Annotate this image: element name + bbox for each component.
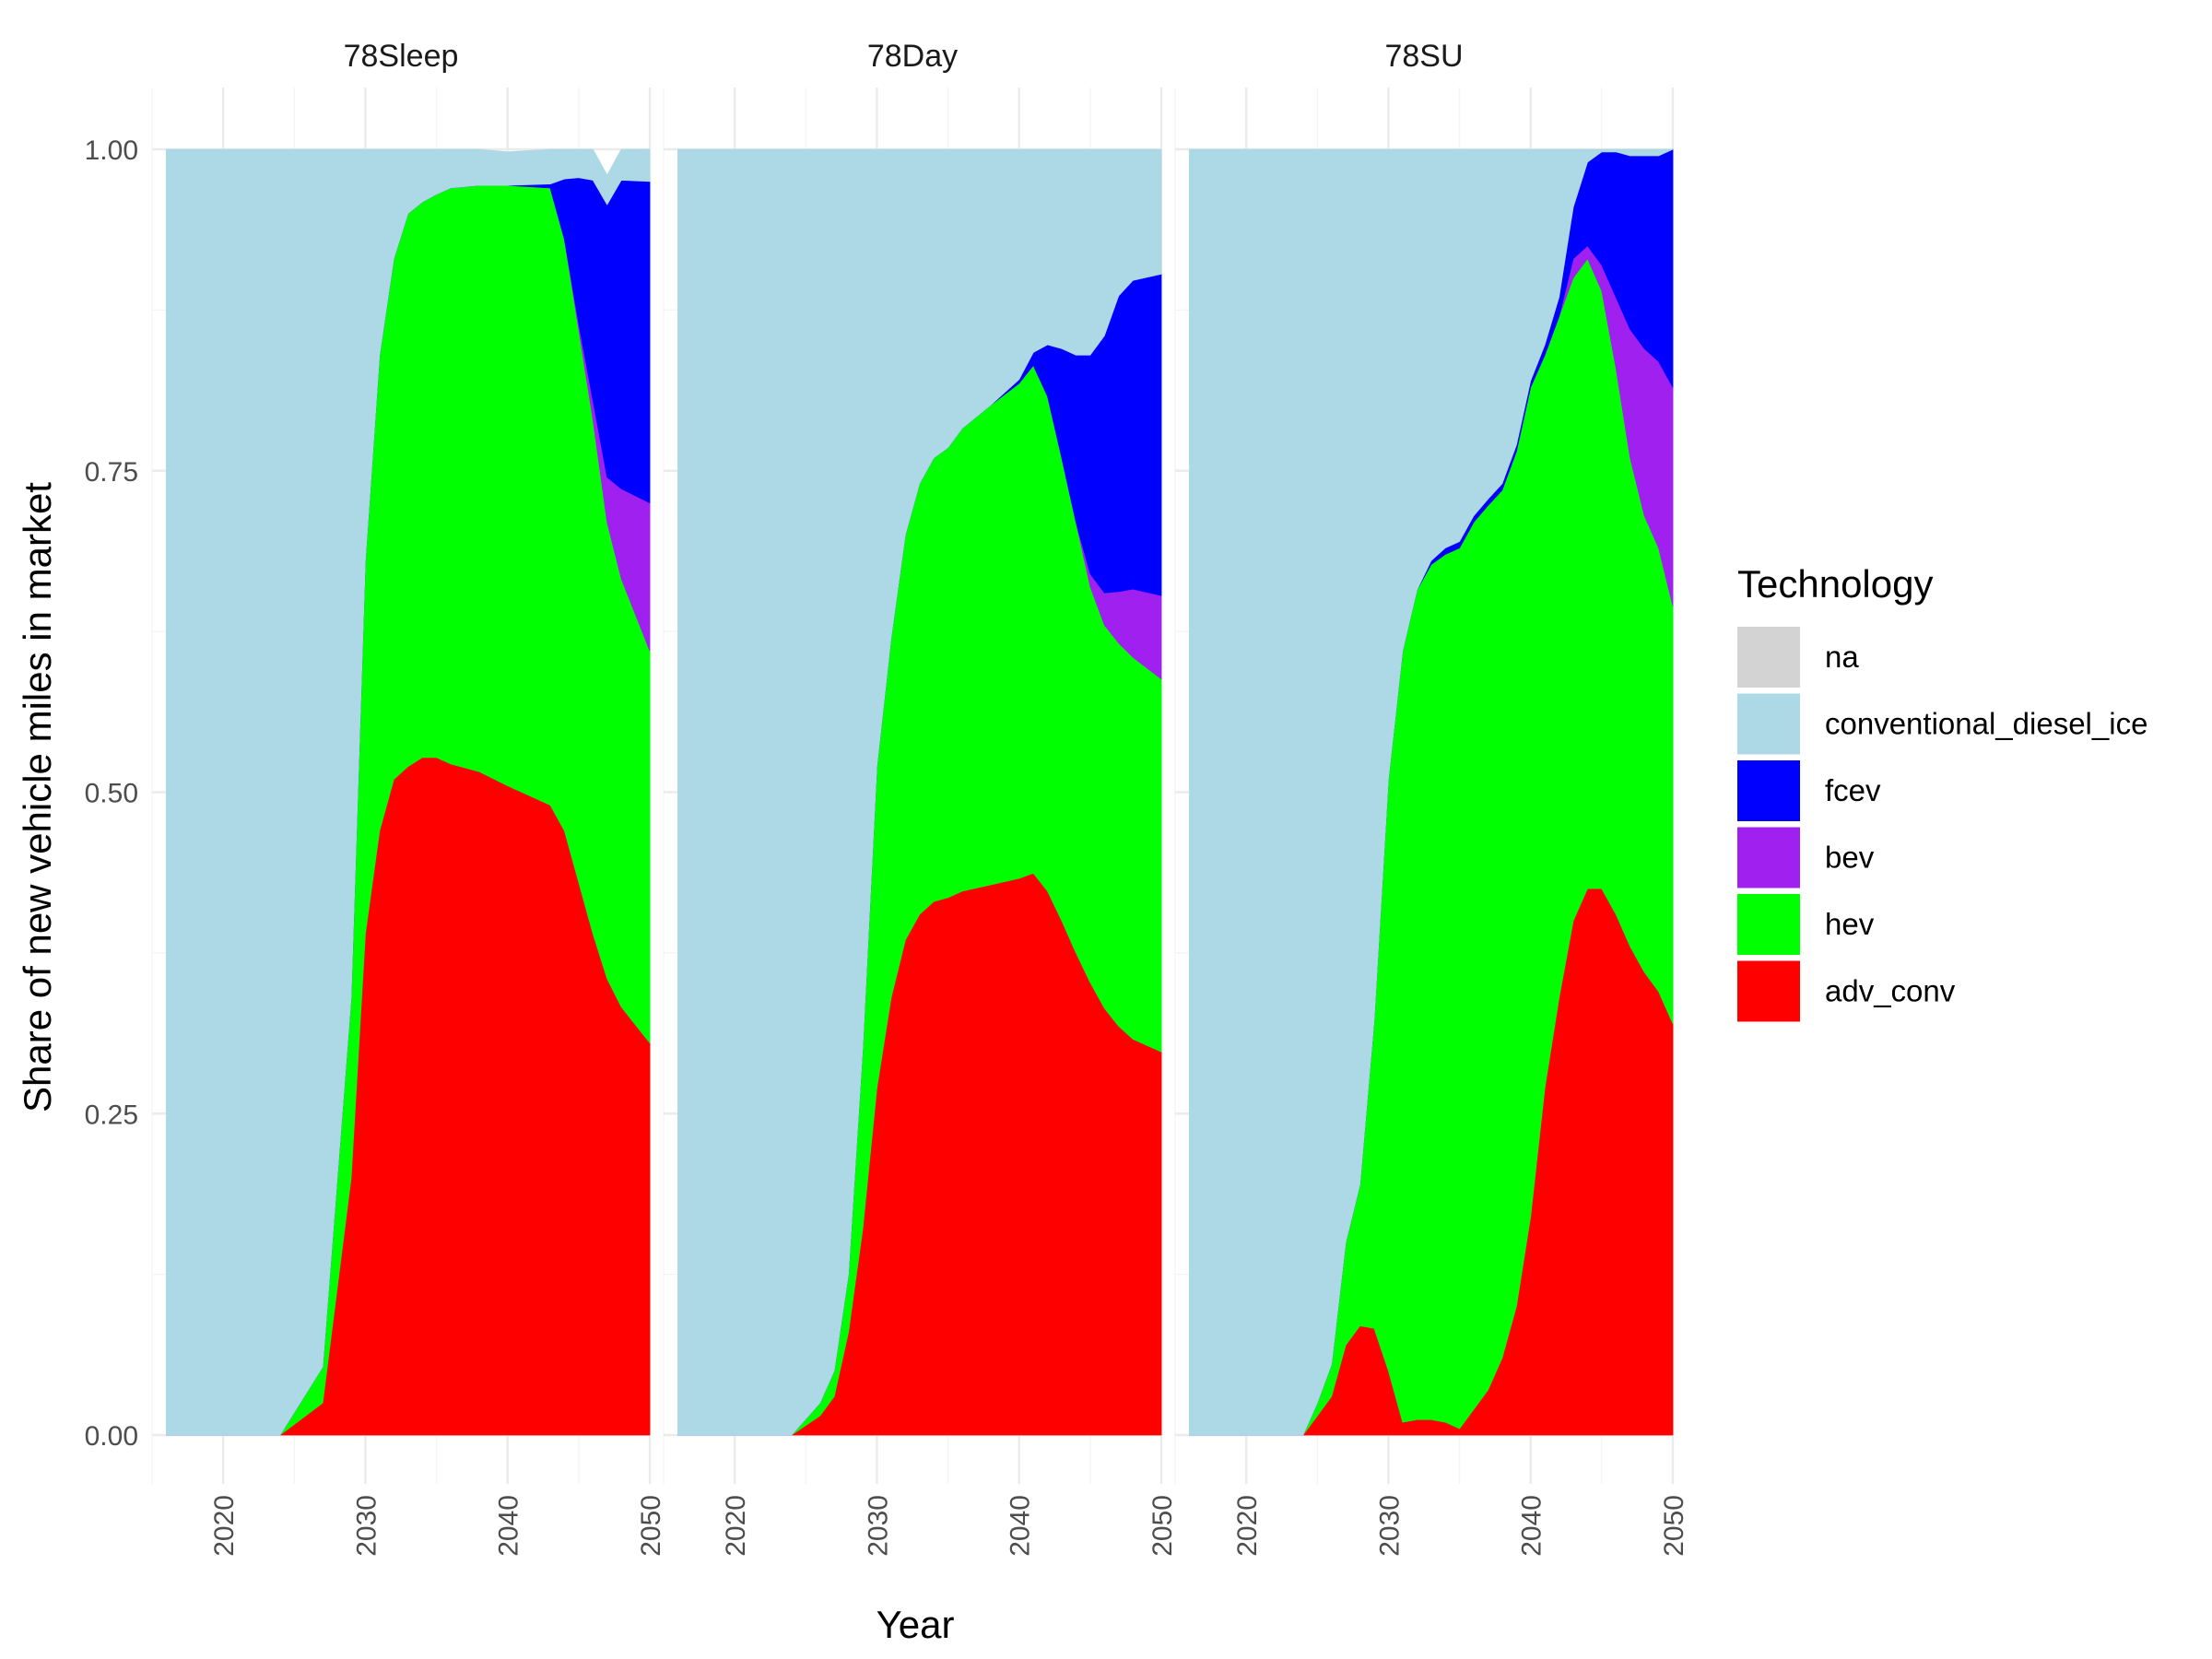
legend-key-fcev	[1737, 760, 1800, 821]
legend-item-fcev: fcev	[1737, 760, 1881, 821]
x-tick-label: 2040	[1006, 1495, 1036, 1557]
strip-label-78Day: 78Day	[867, 39, 958, 74]
legend-label-fcev: fcev	[1825, 773, 1881, 807]
legend-label-adv_conv: adv_conv	[1825, 974, 1956, 1008]
x-tick-label: 2040	[494, 1495, 524, 1557]
legend-label-na: na	[1825, 640, 1859, 674]
area-conventional_diesel_ice	[677, 148, 1162, 1436]
legend-key-adv_conv	[1737, 960, 1800, 1022]
legend-item-hev: hev	[1737, 894, 1875, 955]
legend-label-hev: hev	[1825, 907, 1875, 941]
legend-label-bev: bev	[1825, 841, 1875, 875]
x-tick-label: 2050	[1147, 1495, 1178, 1557]
panel-78Day: 78Day 2020 2030 2040 2050	[663, 39, 1178, 1557]
x-tick-label: 2050	[636, 1495, 666, 1557]
legend-item-bev: bev	[1737, 827, 1875, 888]
panel-78SU: 78SU 2020 2030 2040 2050	[1174, 39, 1689, 1557]
x-tick-label: 2020	[209, 1495, 240, 1557]
y-tick-label: 0.75	[85, 457, 138, 488]
legend: Technology na conventional_diesel_icefcev…	[1737, 562, 2147, 1022]
y-tick-label: 1.00	[85, 135, 138, 166]
panel-78Sleep: 78Sleep 2020 2030 2040 2050	[151, 39, 666, 1557]
strip-label-78SU: 78SU	[1384, 39, 1463, 74]
panel-areas	[1189, 148, 1674, 1436]
x-tick-label: 2030	[863, 1495, 893, 1557]
area-conventional_diesel_ice	[1189, 148, 1674, 1436]
x-tick-label: 2020	[1232, 1495, 1263, 1557]
y-tick-label: 0.25	[85, 1100, 138, 1130]
legend-key-hev	[1737, 894, 1800, 955]
y-tick-label: 0.50	[85, 779, 138, 809]
chart-panels: 78Sleep 2020 2030 2040 2050 78Day 2020 2030 2040…	[85, 39, 1689, 1557]
x-tick-label: 2030	[1374, 1495, 1405, 1557]
legend-item-adv_conv: adv_conv	[1737, 960, 1956, 1022]
x-tick-label: 2020	[721, 1495, 751, 1557]
legend-item-conventional_diesel_ice: conventional_diesel_ice	[1737, 693, 2147, 755]
y-axis-title: Share of new vehicle miles in market	[16, 482, 59, 1112]
x-axis-title: Year	[877, 1603, 955, 1646]
x-tick-label: 2030	[351, 1495, 382, 1557]
legend-key-na	[1737, 627, 1800, 688]
y-tick-label: 0.00	[85, 1421, 138, 1452]
y-tick-labels: 0.00 0.25 0.50 0.75 1.00	[85, 135, 138, 1452]
area-conventional_diesel_ice	[166, 148, 651, 1436]
strip-label-78Sleep: 78Sleep	[344, 39, 459, 74]
x-tick-label: 2040	[1517, 1495, 1547, 1557]
legend-title: Technology	[1737, 562, 1933, 606]
legend-label-conventional_diesel_ice: conventional_diesel_ice	[1825, 707, 2147, 741]
panel-areas	[166, 148, 651, 1436]
legend-key-bev	[1737, 827, 1800, 888]
legend-item-na: na	[1737, 627, 1859, 688]
legend-key-conventional_diesel_ice	[1737, 693, 1800, 755]
panel-areas	[677, 148, 1162, 1436]
x-tick-label: 2050	[1659, 1495, 1689, 1557]
